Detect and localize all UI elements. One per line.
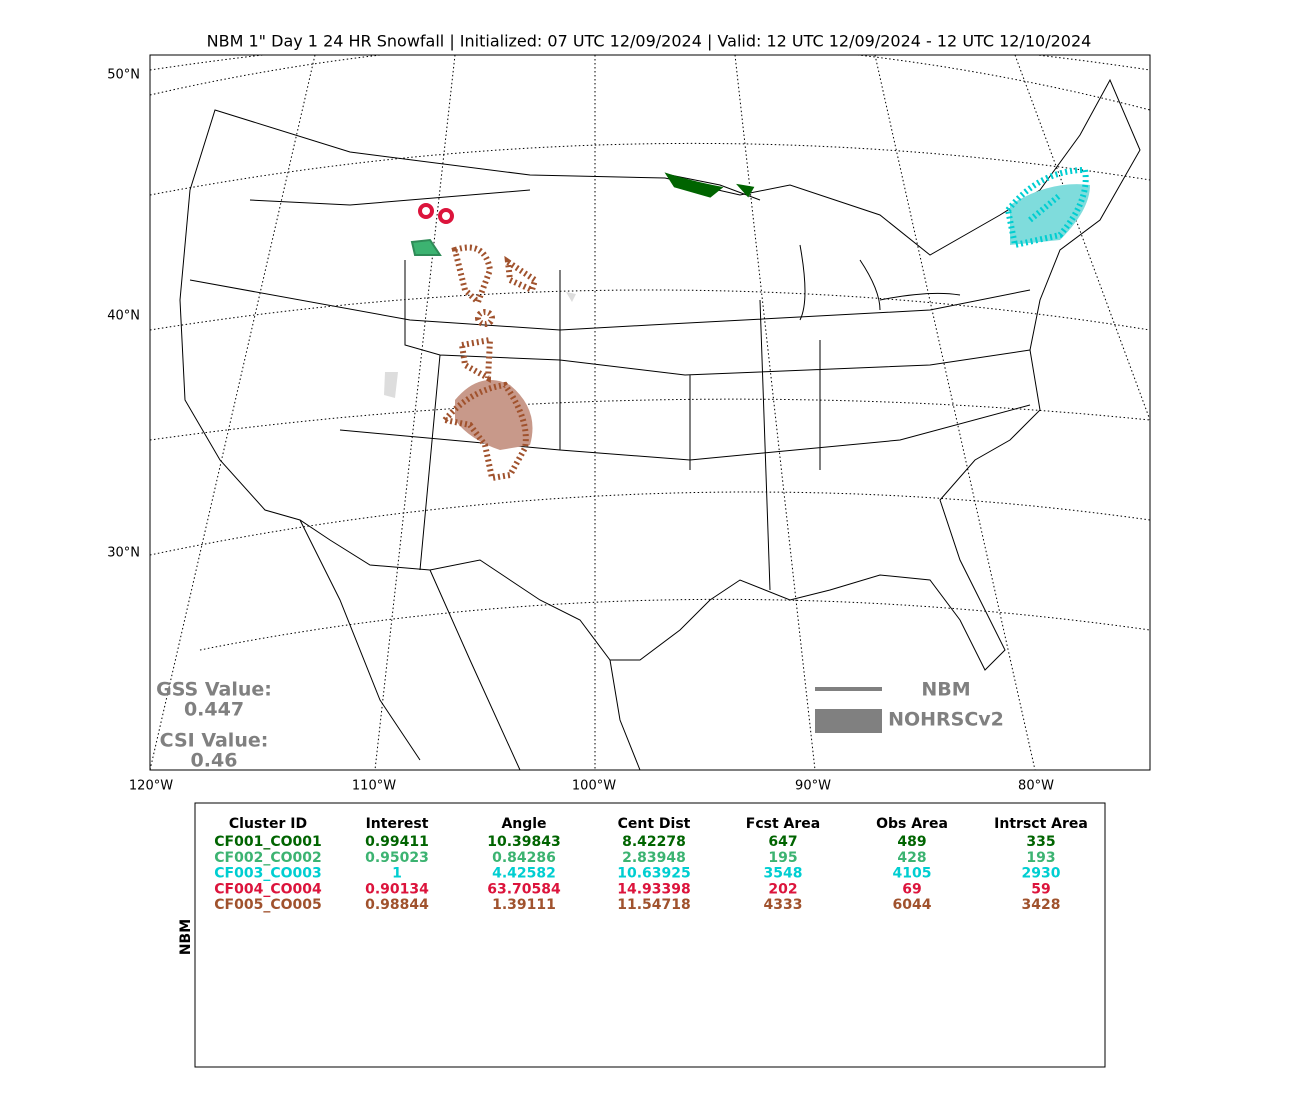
table-cell: CF001_CO001: [214, 834, 321, 850]
lat-label: 50°N: [107, 68, 140, 83]
table-cell: 11.54718: [617, 897, 691, 913]
table-header: Angle: [501, 816, 546, 832]
table-header: Cent Dist: [618, 816, 691, 832]
table-cell: 0.90134: [365, 881, 429, 897]
gss-value: 0.447: [184, 699, 244, 721]
csi-label: CSI Value:: [160, 730, 269, 752]
table-cell: 10.63925: [617, 866, 691, 882]
legend-patch: [815, 709, 882, 733]
lon-label: 90°W: [795, 779, 831, 794]
table-cell: 4333: [764, 897, 803, 913]
table-cell: 2930: [1022, 866, 1061, 882]
fcst-cluster: [1004, 166, 1089, 249]
graticule: [150, 398, 1150, 441]
table-cell: 59: [1031, 881, 1050, 897]
title: NBM 1" Day 1 24 HR Snowfall | Initialize…: [207, 32, 1092, 51]
csi-value: 0.46: [191, 750, 238, 772]
map-frame: [149, 54, 1151, 771]
table-cell: 63.70584: [487, 881, 561, 897]
table-cell: CF005_CO005: [214, 897, 321, 913]
lat-label: 30°N: [107, 546, 140, 561]
legend-label: NOHRSCv2: [888, 709, 1004, 731]
table-cell: 202: [768, 881, 797, 897]
table-header: Interest: [366, 816, 429, 832]
table-cell: 14.93398: [617, 881, 691, 897]
table-header: Obs Area: [876, 816, 948, 832]
lon-label: 100°W: [572, 779, 616, 794]
lon-label: 120°W: [129, 779, 173, 794]
coastline: [179, 78, 1141, 671]
table-cell: 0.84286: [492, 850, 556, 866]
lon-label: 110°W: [352, 779, 396, 794]
obs-area: [566, 292, 576, 302]
lat-label: 40°N: [107, 309, 140, 324]
table-cell: 647: [768, 834, 797, 850]
fcst-cluster: [410, 238, 442, 256]
table-header: Fcst Area: [746, 816, 820, 832]
table-header: Cluster ID: [229, 816, 307, 832]
mexico-border: [299, 519, 641, 770]
table-cell: CF002_CO002: [214, 850, 321, 866]
table: Cluster ID Interest Angle Cent Dist Fcst Are…: [214, 816, 1088, 913]
table-cell: 0.99411: [365, 834, 429, 850]
table-cell: 69: [902, 881, 921, 897]
table-cell: 193: [1026, 850, 1055, 866]
table-cell: 0.95023: [365, 850, 429, 866]
table-cell: 3548: [764, 866, 803, 882]
fcst-cluster: [664, 172, 755, 198]
graticule: [1014, 55, 1150, 421]
graticule: [150, 55, 1150, 111]
fcst-cluster: [418, 203, 455, 224]
table-cell: 4.42582: [492, 866, 556, 882]
legend-label: NBM: [921, 679, 970, 701]
table-cell: 3428: [1022, 897, 1061, 913]
table-header: Intrsct Area: [994, 816, 1088, 832]
table-cell: 428: [897, 850, 926, 866]
table-cell: 335: [1026, 834, 1055, 850]
table-cell: 1.39111: [492, 897, 556, 913]
obs-area: [384, 372, 398, 398]
lon-label: 80°W: [1018, 779, 1054, 794]
table-cell: 8.42278: [622, 834, 686, 850]
obs-area: [1010, 184, 1090, 245]
map: NBM NOHRSCv2 GSS Value: 0.447 CSI Value:…: [149, 54, 1151, 772]
table-cell: 2.83948: [622, 850, 686, 866]
table-cell: 0.98844: [365, 897, 429, 913]
table-side-label: NBM: [178, 919, 194, 955]
table-cell: 10.39843: [487, 834, 561, 850]
axis-labels: 50°N 40°N 30°N 120°W 110°W 100°W 90°W 80°W: [107, 68, 1054, 794]
table-cell: 1: [392, 866, 402, 882]
table-cell: 195: [768, 850, 797, 866]
graticule: [150, 289, 1150, 331]
table-cell: 489: [897, 834, 926, 850]
graticule: [150, 491, 1150, 556]
great-lakes: [669, 174, 961, 321]
table-cell: 6044: [893, 897, 932, 913]
table-frame: [194, 802, 1106, 1068]
table-cell: CF004_CO004: [214, 881, 322, 897]
gss-label: GSS Value:: [156, 679, 272, 701]
state-borders: [189, 189, 1031, 591]
table-cell: 4105: [893, 866, 932, 882]
table-cell: CF003_CO003: [214, 866, 321, 882]
